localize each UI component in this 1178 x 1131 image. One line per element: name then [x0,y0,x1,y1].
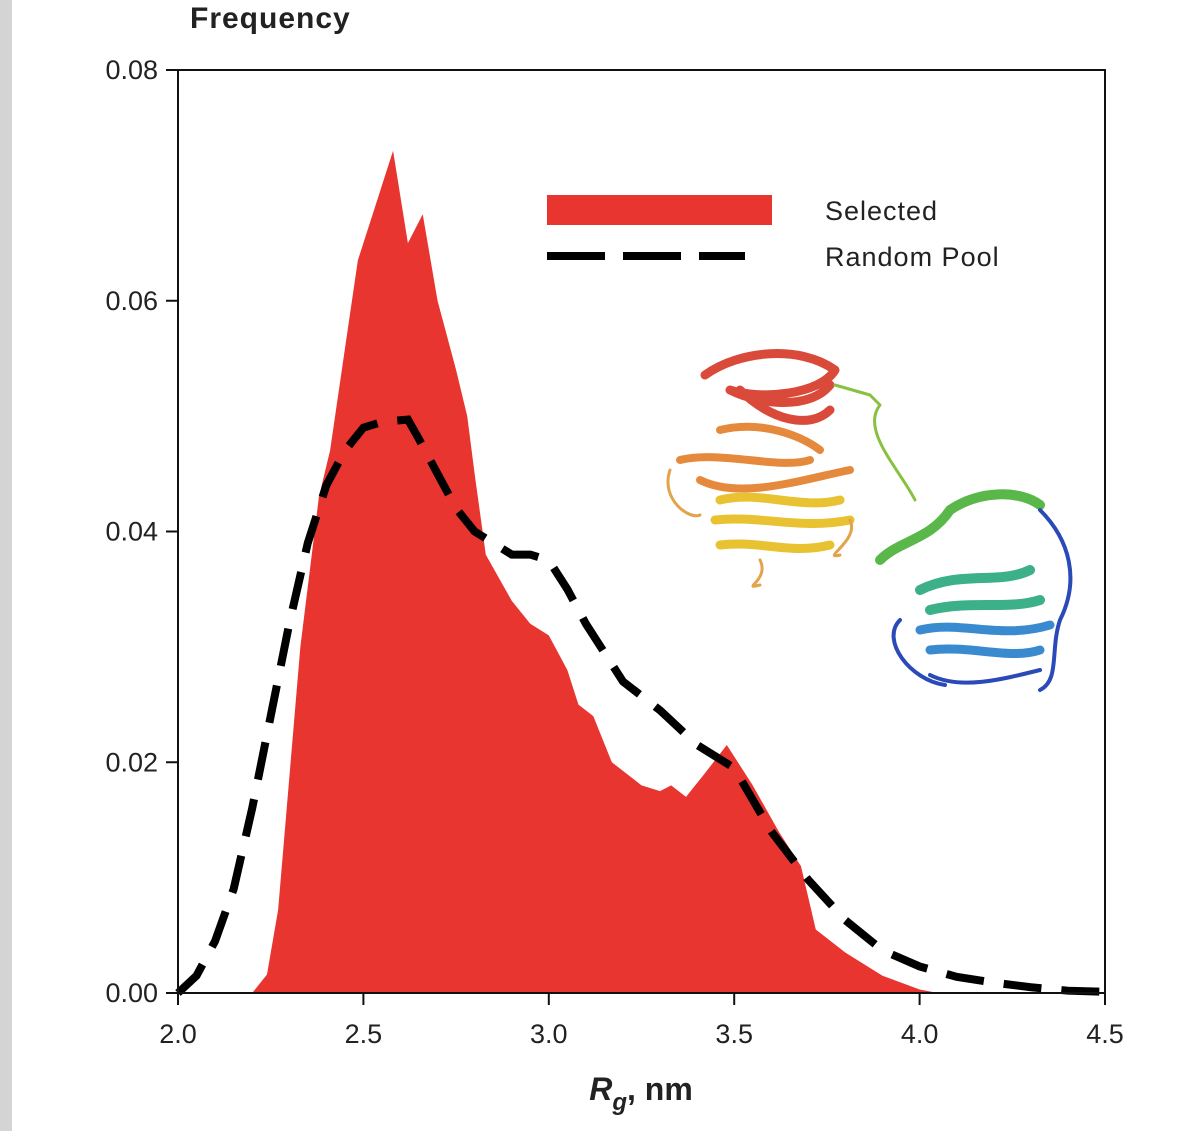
y-tick-label: 0.04 [105,517,158,547]
y-tick-label: 0.00 [105,978,158,1008]
x-tick-label: 4.5 [1086,1019,1124,1049]
y-tick-label: 0.08 [105,55,158,85]
x-tick-label: 3.5 [715,1019,753,1049]
protein-illustration [666,349,1073,692]
area [252,150,939,993]
legend-swatch [547,195,772,225]
screen-edge [0,0,12,1131]
legend-label: Selected [825,196,938,226]
legend-label: Random Pool [825,242,1000,272]
x-tick-label: 2.0 [159,1019,197,1049]
x-tick-label: 2.5 [345,1019,383,1049]
x-tick-label: 3.0 [530,1019,568,1049]
x-axis-title-unit: , nm [627,1071,693,1107]
x-axis-title: Rg, nm [589,1071,693,1116]
x-tick-label: 4.0 [901,1019,939,1049]
x-axis-title-subscript: g [611,1089,627,1116]
line [175,415,1106,996]
y-tick-label: 0.06 [105,286,158,316]
plot-area: 0.00 0.02 0.04 0.06 0.08 2.0 2.5 3.0 3.5 4.0 4.5 Se… [105,55,1123,1049]
y-tick-label: 0.02 [105,747,158,777]
y-axis-title: Frequency [190,2,351,35]
x-axis-title-symbol: R [589,1071,612,1107]
